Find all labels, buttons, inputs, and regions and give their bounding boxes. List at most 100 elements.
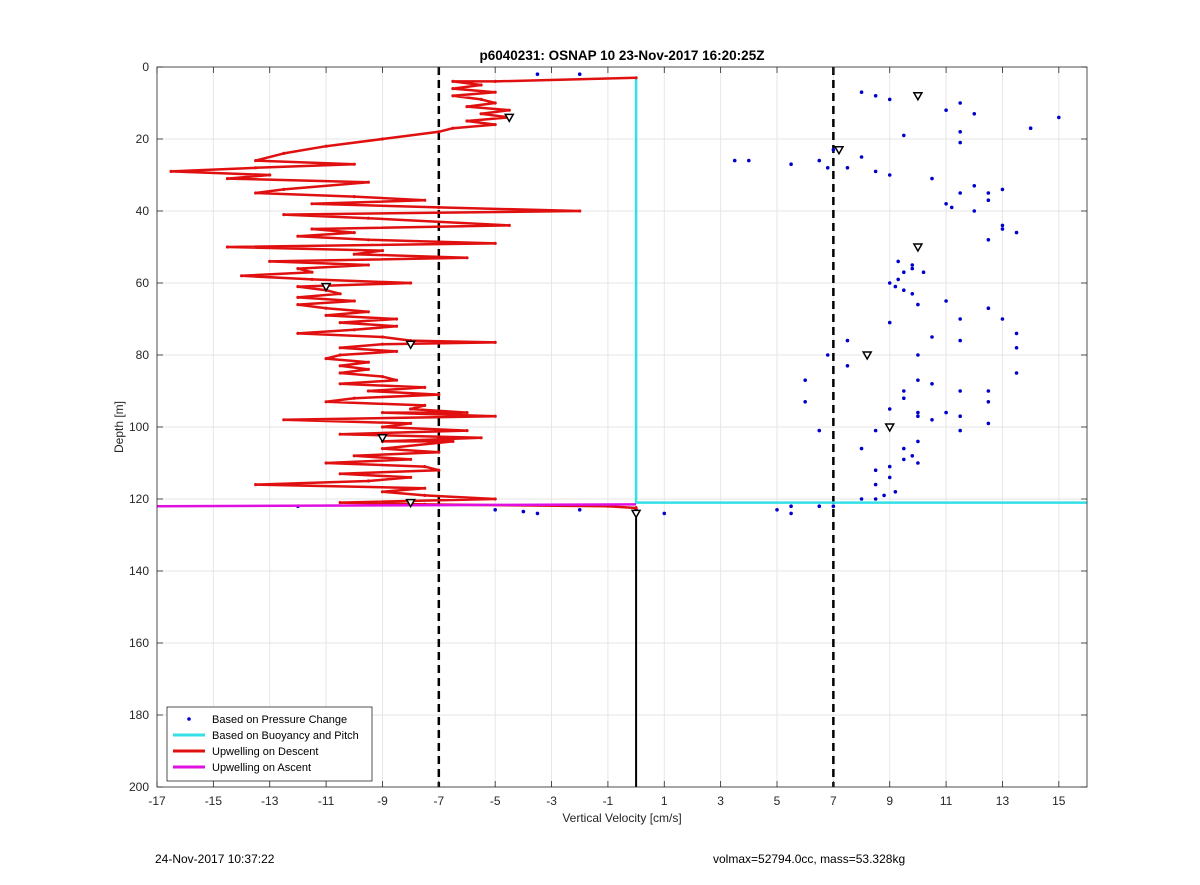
x-tick-label: -1 <box>603 794 614 808</box>
triangle-marker <box>861 351 873 361</box>
pressure-point <box>887 407 892 411</box>
legend-swatch <box>187 717 191 721</box>
descent-point <box>338 353 342 357</box>
descent-point <box>282 213 286 217</box>
descent-point <box>634 76 638 80</box>
pressure-point <box>944 202 948 206</box>
pressure-point <box>873 497 878 501</box>
pressure-point <box>873 482 878 487</box>
descent-point <box>479 436 483 440</box>
pressure-point <box>930 176 934 181</box>
pressure-point <box>873 169 878 174</box>
plot-content <box>156 67 1087 787</box>
descent-point <box>338 382 342 386</box>
pressure-point <box>1014 371 1019 375</box>
footer-timestamp: 24-Nov-2017 10:37:22 <box>155 852 275 866</box>
y-tick-label: 140 <box>129 564 149 578</box>
x-tick-label: -3 <box>546 794 557 808</box>
x-axis-label: Vertical Velocity [cm/s] <box>562 811 681 825</box>
pressure-point <box>825 166 830 170</box>
descent-point <box>493 414 497 418</box>
descent-point <box>352 252 356 256</box>
pressure-point <box>817 158 822 163</box>
footer-summary: volmax=52794.0cc, mass=53.328kg <box>713 852 906 866</box>
descent-point <box>451 126 455 130</box>
pressure-point <box>521 509 526 514</box>
descent-point <box>394 324 399 328</box>
axes: -17 -15 -13 -11 -9 -7 -5 -3 -1 1 3 5 7 9 11 13 150204060… <box>129 60 1087 808</box>
pressure-point <box>902 396 906 401</box>
descent-point <box>282 151 286 155</box>
pressure-point <box>803 400 807 404</box>
descent-point <box>352 195 356 199</box>
descent-point <box>338 292 342 296</box>
descent-point <box>352 162 356 166</box>
pressure-point <box>893 284 898 289</box>
triangle-marker <box>377 434 388 444</box>
pressure-point <box>916 461 920 465</box>
pressure-point <box>958 428 962 433</box>
triangle-marker <box>630 509 642 519</box>
x-tick-label: -5 <box>490 794 501 808</box>
pressure-point <box>1000 187 1005 192</box>
pressure-point <box>910 292 915 296</box>
descent-point <box>437 450 441 454</box>
pressure-point <box>902 288 906 293</box>
descent-point <box>338 371 342 375</box>
descent-point <box>479 112 483 116</box>
pressure-point <box>944 108 948 112</box>
x-tick-label: -17 <box>148 794 166 808</box>
pressure-point <box>916 302 920 307</box>
y-tick-label: 20 <box>136 132 150 146</box>
x-tick-label: 11 <box>940 794 953 808</box>
pressure-point <box>958 338 962 343</box>
pressure-point <box>986 389 991 393</box>
descent-point <box>225 177 230 181</box>
descent-point <box>437 205 441 209</box>
pressure-point <box>789 162 793 166</box>
pressure-point <box>535 511 540 516</box>
triangle-marker <box>833 146 845 156</box>
pressure-point <box>1014 331 1019 336</box>
descent-point <box>479 83 483 87</box>
pressure-point <box>1000 227 1005 231</box>
pressure-point <box>845 338 850 343</box>
descent-point <box>366 180 370 184</box>
descent-point <box>437 393 441 397</box>
descent-point <box>493 101 497 105</box>
descent-point <box>479 97 483 101</box>
pressure-point <box>882 493 886 498</box>
descent-point <box>394 378 399 382</box>
pressure-point <box>789 504 793 509</box>
triangle-marker <box>320 282 332 293</box>
descent-point <box>324 144 328 148</box>
descent-point <box>394 317 399 321</box>
pressure-point <box>916 414 920 419</box>
y-tick-label: 40 <box>136 204 150 218</box>
descent-point <box>380 335 385 339</box>
descent-point <box>366 367 370 371</box>
descent-point <box>437 130 441 134</box>
descent-point <box>380 425 385 429</box>
pressure-point <box>873 468 878 473</box>
descent-point <box>380 375 385 379</box>
pressure-point <box>986 198 991 202</box>
pressure-point <box>535 72 540 76</box>
pressure-point <box>887 281 892 285</box>
pressure-point <box>958 130 962 134</box>
descent-point <box>507 108 511 112</box>
pressure-point <box>1057 115 1061 120</box>
descent-point <box>338 321 342 325</box>
descent-point <box>352 454 356 458</box>
descent-point <box>423 403 427 407</box>
y-tick-label: 100 <box>129 420 149 434</box>
descent-point <box>366 389 370 393</box>
pressure-point <box>910 263 915 267</box>
descent-point <box>324 400 328 404</box>
descent-point <box>338 364 342 368</box>
pressure-point <box>887 320 892 325</box>
descent-point <box>380 137 385 141</box>
descent-point <box>296 285 300 289</box>
pressure-point <box>747 158 751 163</box>
descent-point <box>366 479 370 483</box>
